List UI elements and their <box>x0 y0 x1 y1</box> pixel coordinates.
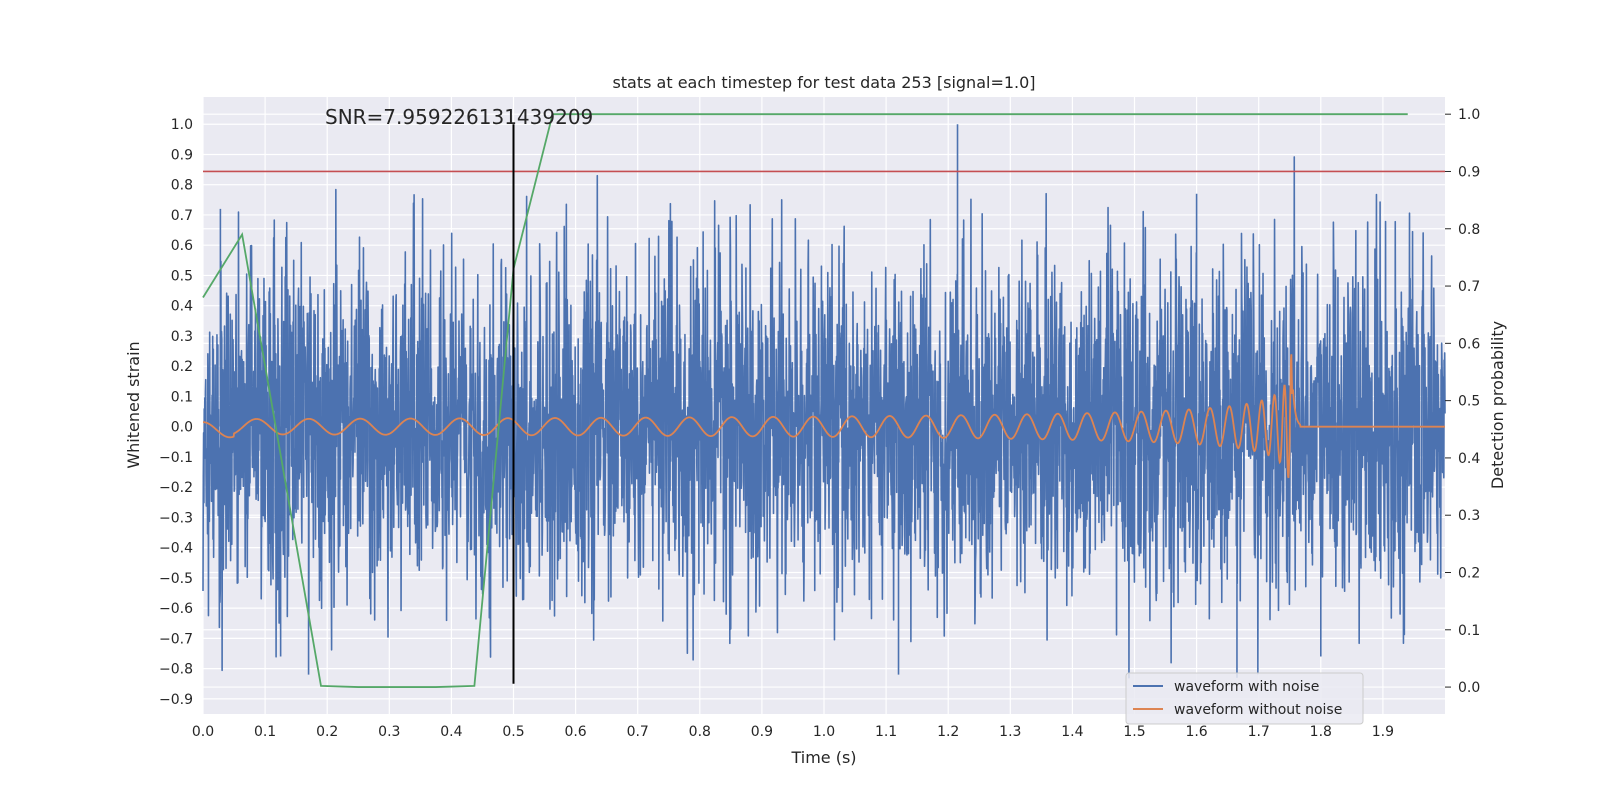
y2-tick-label: 0.1 <box>1458 623 1480 639</box>
series-layer <box>202 113 1446 688</box>
y-tick-label: 0.7 <box>171 208 193 224</box>
snr-annotation: SNR=7.959226131439209 <box>325 105 593 129</box>
y-tick-labels: 1.0 0.9 0.8 0.7 0.6 0.5 0.4 0.3 0.2 0.1 0.0 −0.1 −0.… <box>159 117 193 708</box>
x-axis-label: Time (s) <box>790 748 856 767</box>
y2-tick-label: 0.6 <box>1458 336 1480 352</box>
y-tick-label: −0.6 <box>159 601 193 617</box>
x-tick-label: 1.4 <box>1061 724 1083 740</box>
x-tick-label: 0.6 <box>564 724 586 740</box>
legend: waveform with noise waveform without noi… <box>1125 672 1364 725</box>
x-tick-label: 1.5 <box>1123 724 1145 740</box>
y-tick-label: 1.0 <box>171 117 193 133</box>
y-tick-label: 0.0 <box>171 420 193 436</box>
y2-tick-label: 0.5 <box>1458 394 1480 410</box>
y2-tick-label: 0.4 <box>1458 451 1480 467</box>
y2-tick-label: 0.0 <box>1458 680 1480 696</box>
y-axis-label: Whitened strain <box>124 341 143 468</box>
y2-tick-label: 0.7 <box>1458 279 1480 295</box>
x-tick-label: 1.6 <box>1185 724 1207 740</box>
detection-probability-line <box>202 113 1408 688</box>
y-tick-label: 0.4 <box>171 299 193 315</box>
x-tick-label: 0.5 <box>502 724 524 740</box>
x-tick-label: 1.9 <box>1372 724 1394 740</box>
legend-label-clean: waveform without noise <box>1174 702 1342 718</box>
y2-tick-label: 0.2 <box>1458 565 1480 581</box>
y2-tick-labels: 1.0 0.9 0.8 0.7 0.6 0.5 0.4 0.3 0.2 0.1 0.0 <box>1445 107 1480 696</box>
x-tick-label: 1.2 <box>937 724 959 740</box>
y-tick-label: 0.8 <box>171 178 193 194</box>
y-tick-label: 0.6 <box>171 238 193 254</box>
y-tick-label: −0.3 <box>159 510 193 526</box>
legend-box <box>1125 672 1364 725</box>
y2-tick-label: 0.3 <box>1458 508 1480 524</box>
x-tick-label: 0.8 <box>689 724 711 740</box>
x-tick-label: 1.1 <box>875 724 897 740</box>
y2-tick-label: 0.8 <box>1458 222 1480 238</box>
series-line-waveform-with-noise <box>202 124 1446 679</box>
y-tick-label: 0.2 <box>171 359 193 375</box>
y-tick-label: 0.3 <box>171 329 193 345</box>
y2-tick-label: 1.0 <box>1458 107 1480 123</box>
y-tick-label: 0.9 <box>171 147 193 163</box>
x-tick-label: 0.7 <box>627 724 649 740</box>
y-tick-label: 0.5 <box>171 268 193 284</box>
x-tick-label: 0.2 <box>316 724 338 740</box>
y-tick-label: −0.5 <box>159 571 193 587</box>
legend-label-noisy: waveform with noise <box>1174 679 1319 695</box>
x-tick-label: 1.8 <box>1310 724 1332 740</box>
y2-tick-label: 0.9 <box>1458 164 1480 180</box>
y-tick-label: 0.1 <box>171 389 193 405</box>
x-tick-label: 0.4 <box>440 724 462 740</box>
y-tick-label: −0.4 <box>159 541 193 557</box>
y-tick-label: −0.9 <box>159 692 193 708</box>
x-tick-label: 0.1 <box>254 724 276 740</box>
x-tick-label: 1.0 <box>813 724 835 740</box>
x-tick-label: 0.3 <box>378 724 400 740</box>
chart-title: stats at each timestep for test data 253… <box>612 73 1035 92</box>
y-tick-label: −0.2 <box>159 480 193 496</box>
y2-axis-label: Detection probability <box>1488 321 1507 489</box>
y-tick-label: −0.8 <box>159 662 193 678</box>
x-tick-label: 0.0 <box>192 724 214 740</box>
x-tick-label: 0.9 <box>751 724 773 740</box>
series-line-waveform-without-noise <box>202 354 1445 479</box>
x-tick-label: 1.7 <box>1248 724 1270 740</box>
x-tick-label: 1.3 <box>999 724 1021 740</box>
x-tick-labels: 0.0 0.1 0.2 0.3 0.4 0.5 0.6 0.7 0.8 0.9 1.0 1.1 1.2 1… <box>192 724 1394 740</box>
y-tick-label: −0.7 <box>159 631 193 647</box>
y-tick-label: −0.1 <box>159 450 193 466</box>
